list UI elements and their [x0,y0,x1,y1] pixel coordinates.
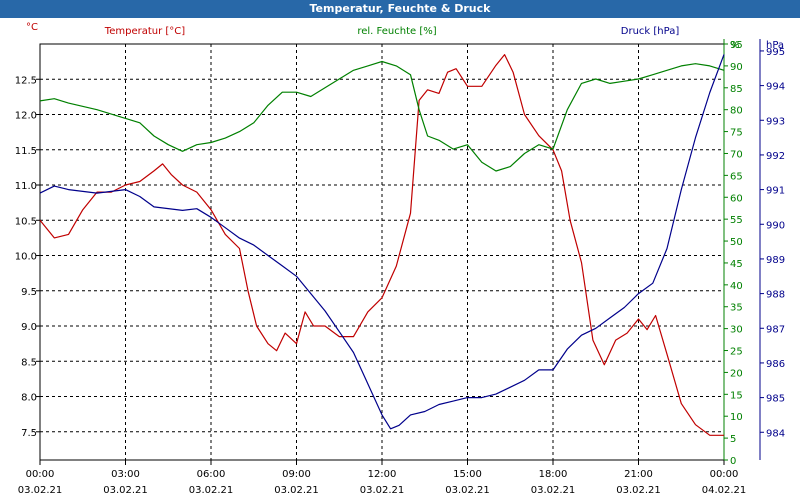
pressure-tick-label: 985 [766,394,785,405]
x-tick-date: 03.02.21 [189,485,234,496]
x-tick-date: 03.02.21 [531,485,576,496]
humidity-tick-label: 30 [730,325,743,336]
pressure-unit: hPa [766,40,784,51]
series-line-pressure [39,54,725,430]
pressure-tick-label: 988 [766,290,785,301]
humidity-tick-label: 90 [730,62,743,73]
humidity-tick-label: 40 [730,281,743,292]
pressure-tick-label: 991 [766,186,785,197]
temp-tick-label: 9.5 [21,287,37,298]
pressure-tick-label: 994 [766,82,785,93]
x-tick-time: 00:00 [26,469,55,480]
x-tick-time: 15:00 [453,469,482,480]
plot-area [39,43,725,461]
x-tick-date: 03.02.21 [445,485,490,496]
x-tick-time: 21:00 [624,469,653,480]
humidity-tick-label: 55 [730,215,743,226]
series-line-humidity [39,60,725,172]
humidity-axis-label: rel. Feuchte [%] [357,26,436,37]
humidity-tick-label: 0 [730,456,736,467]
temp-tick-label: 10.0 [15,252,37,263]
humidity-tick-label: 80 [730,106,743,117]
temp-tick-label: 9.0 [21,322,37,333]
pressure-tick-label: 993 [766,116,785,127]
series-line-temperature [39,54,724,436]
humidity-tick-label: 70 [730,149,743,160]
x-tick-date: 04.02.21 [702,485,747,496]
x-tick-date: 03.02.21 [360,485,405,496]
temp-axis-label: Temperatur [°C] [104,26,185,37]
humidity-tick-label: 15 [730,390,743,401]
humidity-tick-label: 35 [730,303,743,314]
temp-tick-label: 8.5 [21,357,37,368]
humidity-tick-label: 10 [730,412,743,423]
humidity-tick-label: 95 [730,40,743,51]
humidity-tick-label: 65 [730,171,743,182]
temp-tick-label: 12.5 [15,75,37,86]
x-tick-time: 00:00 [710,469,739,480]
humidity-tick-label: 85 [730,84,743,95]
pressure-tick-label: 987 [766,324,785,335]
chart-canvas: 00:00 03.02.21 03:00 03.02.21 06:00 03.02.21 0… [15,22,785,496]
temp-tick-label: 11.5 [15,146,37,157]
x-tick-time: 09:00 [282,469,311,480]
humidity-tick-label: 75 [730,128,743,139]
pressure-tick-label: 992 [766,151,785,162]
temp-tick-label: 10.5 [15,216,37,227]
humidity-unit: % [730,40,740,51]
pressure-axis-label: Druck [hPa] [621,26,680,37]
chart-title: Temperatur, Feuchte & Druck [0,0,800,18]
x-tick-date: 03.02.21 [274,485,319,496]
humidity-tick-label: 60 [730,193,743,204]
pressure-tick-label: 995 [766,47,785,58]
pressure-tick-label: 986 [766,359,785,370]
x-tick-time: 12:00 [368,469,397,480]
temp-unit: °C [26,22,38,33]
temp-tick-label: 8.0 [21,393,37,404]
x-tick-date: 03.02.21 [18,485,63,496]
x-tick-time: 18:00 [539,469,568,480]
temp-tick-label: 12.0 [15,111,37,122]
pressure-tick-label: 990 [766,220,785,231]
pressure-tick-label: 984 [766,428,785,439]
humidity-tick-label: 45 [730,259,743,270]
humidity-tick-label: 5 [730,434,736,445]
x-tick-time: 03:00 [111,469,140,480]
humidity-tick-label: 50 [730,237,743,248]
temp-tick-label: 11.0 [15,181,37,192]
x-tick-date: 03.02.21 [616,485,661,496]
temp-tick-label: 7.5 [21,428,37,439]
x-tick-date: 03.02.21 [103,485,148,496]
x-tick-time: 06:00 [197,469,226,480]
pressure-tick-label: 989 [766,255,785,266]
humidity-tick-label: 20 [730,368,743,379]
humidity-tick-label: 25 [730,347,743,358]
